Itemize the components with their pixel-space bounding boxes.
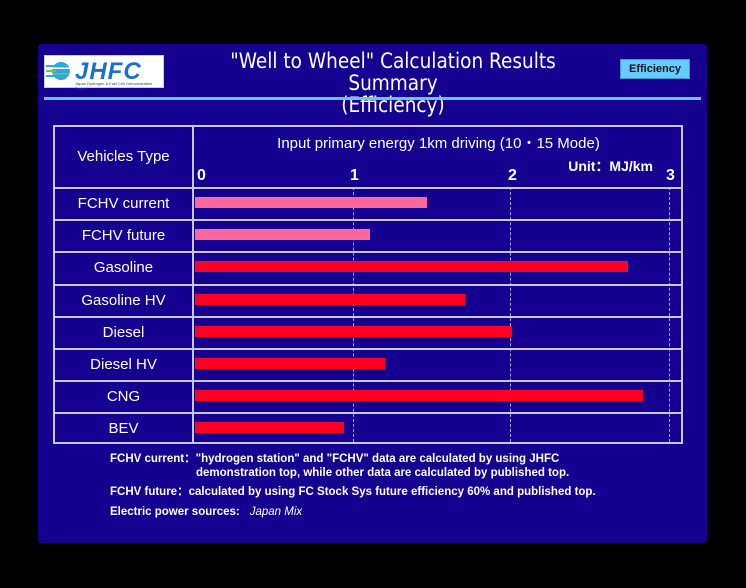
table-row: CNG	[55, 380, 681, 412]
vehicle-type-label: Diesel HV	[90, 356, 157, 373]
note-fchv-current: FCHV current："hydrogen station" and "FCH…	[110, 453, 560, 465]
table-row: Gasoline HV	[55, 283, 681, 316]
results-table: Vehicles Type Input primary energy 1km d…	[53, 125, 683, 444]
header-divider	[44, 97, 701, 100]
energy-bar	[195, 197, 427, 208]
tick-1: 1	[350, 167, 359, 184]
vehicle-type-label: CNG	[106, 388, 141, 406]
logo-text: JHFC	[75, 58, 142, 85]
footnotes: FCHV current："hydrogen station" and "FCH…	[110, 452, 596, 519]
efficiency-badge: Efficiency	[620, 59, 690, 79]
vehicle-type-label: Gasoline	[93, 259, 154, 277]
vehicle-type-label: FCHV current	[77, 195, 170, 212]
gridline-1	[353, 187, 354, 442]
vehicle-type-label: Gasoline HV	[81, 291, 166, 309]
energy-column-header: Input primary energy 1km driving (10・15 …	[277, 135, 600, 152]
vehicle-type-label: Diesel	[102, 323, 145, 341]
energy-bar	[195, 390, 643, 402]
tick-0: 0	[197, 167, 206, 184]
energy-bar	[195, 358, 386, 369]
jhfc-logo: JHFC Japan Hydrogen & Fuel Cell Demonstr…	[44, 55, 164, 91]
energy-bar	[195, 293, 465, 305]
vehicle-type-label: FCHV future	[81, 227, 166, 245]
energy-bar	[195, 261, 629, 273]
logo-subtext: Japan Hydrogen & Fuel Cell Demonstration…	[75, 81, 153, 91]
slide-panel: JHFC Japan Hydrogen & Fuel Cell Demonstr…	[38, 44, 707, 543]
energy-bar	[195, 422, 345, 434]
vehicles-type-header: Vehicles Type	[77, 148, 170, 165]
column-divider	[192, 127, 194, 442]
note-fchv-future: FCHV future：calculated by using FC Stock…	[110, 486, 596, 498]
energy-bar	[195, 325, 513, 337]
page-title: "Well to Wheel" Calculation Results Summ…	[230, 49, 556, 117]
vehicle-type-label: BEV	[108, 420, 139, 438]
table-row: Gasoline	[55, 251, 681, 283]
globe-icon	[52, 62, 70, 80]
energy-bar	[195, 229, 370, 241]
table-row: BEV	[55, 412, 681, 444]
gridline-3	[669, 187, 670, 442]
tick-2: 2	[508, 167, 517, 184]
gridline-2	[510, 187, 511, 442]
electric-power-value: Japan Mix	[249, 506, 303, 518]
note-electric-power: Electric power sources: Japan Mix	[110, 506, 303, 518]
table-row: Diesel HV	[55, 348, 681, 380]
table-row: FCHV future	[55, 219, 681, 251]
tick-3: 3	[666, 167, 675, 184]
table-row: Diesel	[55, 315, 681, 348]
table-row: FCHV current	[55, 187, 681, 219]
unit-label: Unit：MJ/km	[568, 158, 653, 174]
note-fchv-current-cont: demonstration top, while other data are …	[196, 467, 570, 479]
